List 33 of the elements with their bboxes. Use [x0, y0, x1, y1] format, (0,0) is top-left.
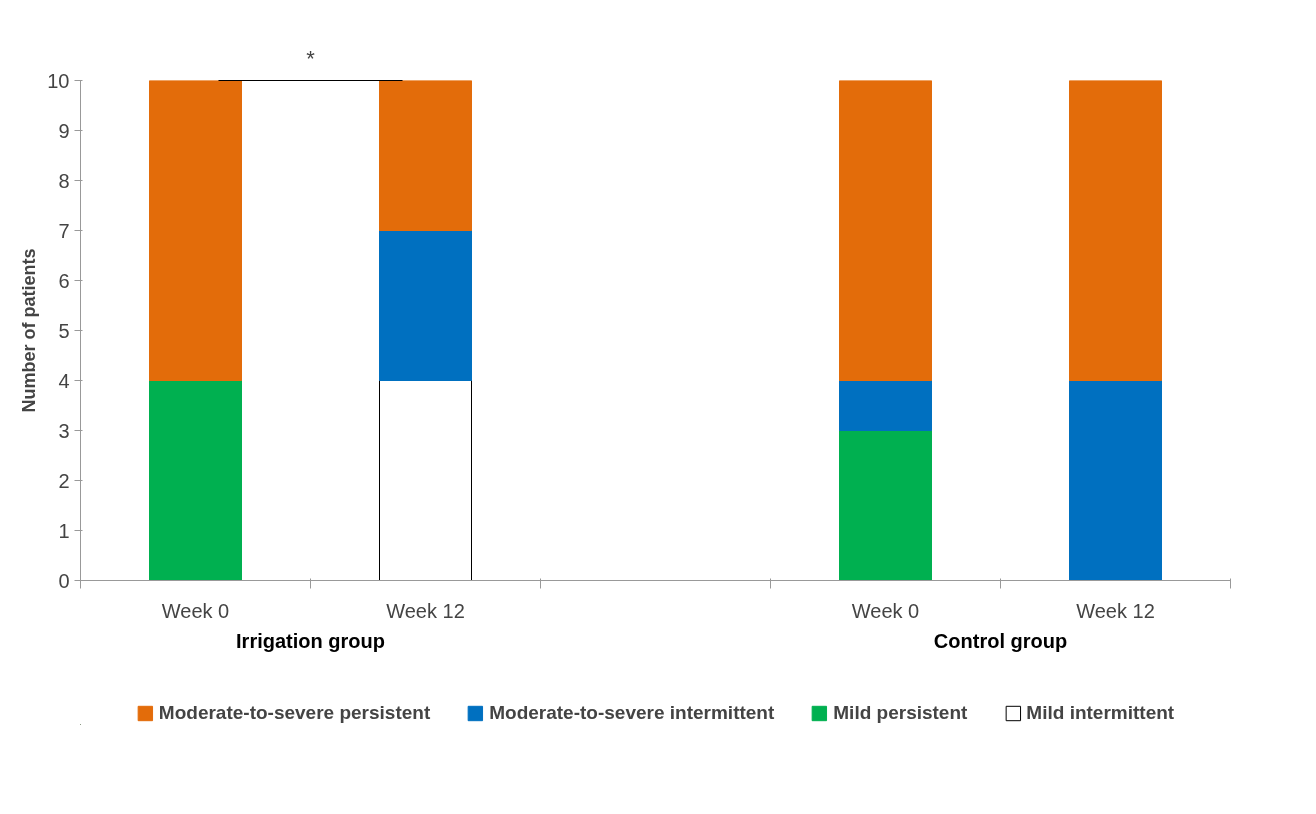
legend-label: Mild persistent: [833, 702, 968, 724]
legend-label: Moderate-to-severe persistent: [158, 702, 431, 724]
bar: [1069, 80, 1162, 381]
bar: [839, 430, 932, 581]
y-tick-label: 8: [58, 169, 70, 192]
legend-label: Moderate-to-severe intermittent: [489, 702, 775, 724]
x-tick-label: Week 12: [1076, 599, 1155, 622]
text: Control group: [933, 629, 1068, 652]
y-tick-label: 9: [58, 119, 70, 142]
text: *: [306, 45, 316, 71]
y-tick-label: 10: [47, 69, 70, 92]
bar: [379, 380, 472, 581]
bar: [379, 230, 472, 381]
y-tick-label: 0: [58, 569, 70, 592]
y-tick-label: 7: [58, 219, 70, 242]
bar: [149, 380, 242, 581]
y-tick-label: 2: [58, 469, 70, 492]
x-tick-label: Week 0: [161, 599, 230, 622]
x-tick-label: Week 12: [386, 599, 465, 622]
y-axis-title: Number of patients: [19, 248, 40, 413]
x-tick-label: Week 0: [851, 599, 920, 622]
bar: [839, 80, 932, 381]
text: Irrigation group: [236, 629, 385, 652]
y-tick-label: 5: [58, 319, 70, 342]
y-tick-label: 1: [58, 519, 70, 542]
bar: [1069, 380, 1162, 581]
bar: [839, 380, 932, 431]
legend-label: Mild intermittent: [1026, 702, 1175, 724]
y-tick-label: 3: [58, 419, 70, 442]
bar: [379, 80, 472, 231]
y-tick-label: 4: [58, 369, 70, 392]
y-tick-label: 6: [58, 269, 70, 292]
bar: [149, 80, 242, 381]
